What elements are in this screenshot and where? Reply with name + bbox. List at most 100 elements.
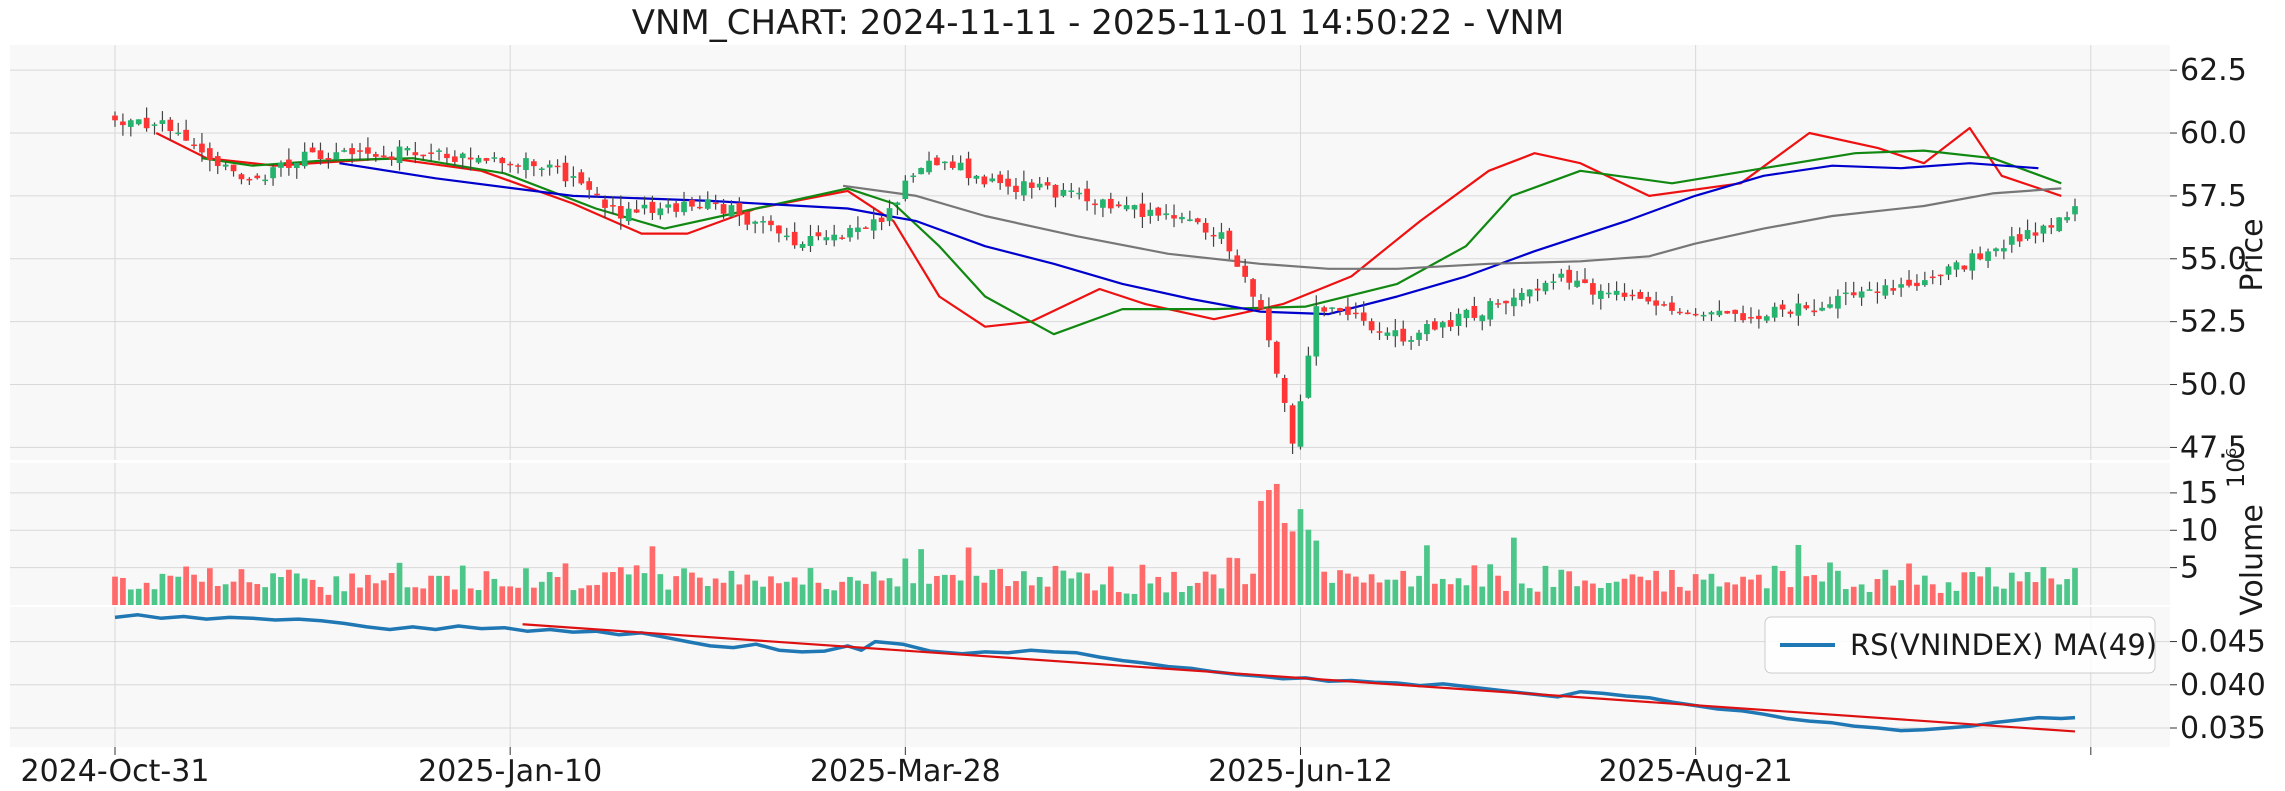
candle-body — [1898, 284, 1904, 288]
y-tick-label: 60.0 — [2180, 116, 2247, 151]
price-axis-label: Price — [2235, 218, 2270, 291]
volume-bar — [428, 575, 434, 605]
candle-body — [1258, 300, 1264, 309]
volume-bar — [1400, 570, 1407, 605]
candle-body — [910, 175, 917, 178]
volume-bar — [1566, 571, 1573, 605]
volume-bar — [973, 575, 980, 605]
volume-bar — [317, 586, 324, 605]
volume-bar — [1590, 583, 1596, 605]
candle-body — [1218, 232, 1225, 239]
volume-bar — [301, 578, 308, 605]
volume-bar — [1171, 571, 1177, 605]
volume-bar — [1906, 563, 1912, 605]
candle-body — [1811, 310, 1818, 313]
volume-bar — [1115, 591, 1122, 605]
candle-body — [965, 158, 972, 179]
volume-bar — [127, 589, 134, 605]
candle-body — [151, 124, 158, 126]
volume-bar — [546, 572, 553, 605]
volume-bar — [949, 574, 956, 605]
candle-body — [807, 236, 814, 246]
candle-body — [262, 179, 269, 182]
candle-body — [2032, 232, 2039, 236]
volume-bar — [380, 580, 387, 605]
volume-bar — [562, 563, 569, 605]
volume-bar — [1258, 500, 1264, 605]
volume-bar — [823, 588, 830, 605]
candle-body — [175, 132, 182, 135]
candle-body — [570, 176, 577, 178]
candle-body — [2024, 230, 2031, 239]
volume-bar — [1455, 578, 1462, 605]
y-tick-label: 5 — [2180, 551, 2199, 586]
candle-body — [989, 178, 996, 182]
candle-body — [230, 164, 237, 172]
volume-bar — [436, 575, 442, 605]
volume-bar — [1937, 592, 1944, 605]
candle-body — [878, 217, 885, 223]
volume-bar — [1534, 591, 1541, 605]
volume-bar — [878, 580, 885, 605]
volume-bar — [1273, 483, 1280, 605]
candle-body — [214, 156, 221, 167]
candle-body — [1329, 307, 1335, 309]
volume-bar — [1408, 586, 1414, 605]
candle-body — [309, 147, 316, 153]
volume-axis-label: Volume — [2235, 504, 2270, 616]
candle-body — [783, 235, 790, 238]
candle-body — [1708, 312, 1715, 315]
volume-bar — [1503, 590, 1509, 605]
candle-body — [1194, 218, 1201, 223]
candle-body — [1479, 315, 1486, 322]
candle-body — [349, 148, 355, 155]
volume-bar — [1582, 580, 1588, 605]
candle-body — [1756, 315, 1762, 320]
candle-body — [1092, 203, 1098, 206]
candle-body — [1289, 405, 1296, 444]
candle-body — [997, 174, 1004, 184]
volume-bar — [2040, 567, 2047, 605]
candle-body — [1542, 282, 1549, 292]
volume-bar — [665, 589, 672, 605]
y-tick-label: 57.5 — [2180, 179, 2247, 214]
volume-bar — [586, 585, 593, 605]
candle-body — [649, 201, 656, 213]
candle-body — [1392, 330, 1399, 337]
volume-bar — [1661, 591, 1667, 605]
candle-body — [578, 172, 585, 184]
candle-body — [1028, 182, 1035, 188]
candle-body — [222, 164, 229, 167]
volume-bar — [617, 567, 624, 605]
candle-body — [562, 162, 569, 182]
volume-bar — [1352, 576, 1359, 605]
candle-body — [1013, 185, 1019, 193]
volume-bar — [1368, 574, 1375, 605]
volume-bar — [1313, 540, 1320, 605]
candle-body — [870, 219, 877, 231]
volume-bar — [1321, 571, 1328, 605]
candles — [112, 107, 2078, 455]
volume-bar — [1676, 586, 1683, 605]
volume-bar — [1210, 574, 1217, 605]
candle-body — [199, 143, 205, 153]
candle-body — [744, 211, 751, 225]
candle-body — [712, 202, 719, 205]
candle-body — [1771, 306, 1778, 318]
volume-bar — [1518, 583, 1525, 605]
candle-body — [444, 153, 450, 159]
volume-bar — [934, 575, 940, 605]
volume-bar — [444, 575, 450, 605]
candle-body — [1250, 279, 1256, 297]
candle-body — [1803, 305, 1810, 309]
volume-bar — [412, 587, 419, 605]
volume-bar — [1708, 573, 1715, 605]
volume-bar — [768, 576, 774, 605]
candle-body — [1052, 184, 1059, 198]
volume-bar — [902, 558, 909, 605]
volume-bar — [120, 577, 126, 605]
volume-bar — [1866, 591, 1873, 605]
volume-bar — [191, 574, 197, 605]
